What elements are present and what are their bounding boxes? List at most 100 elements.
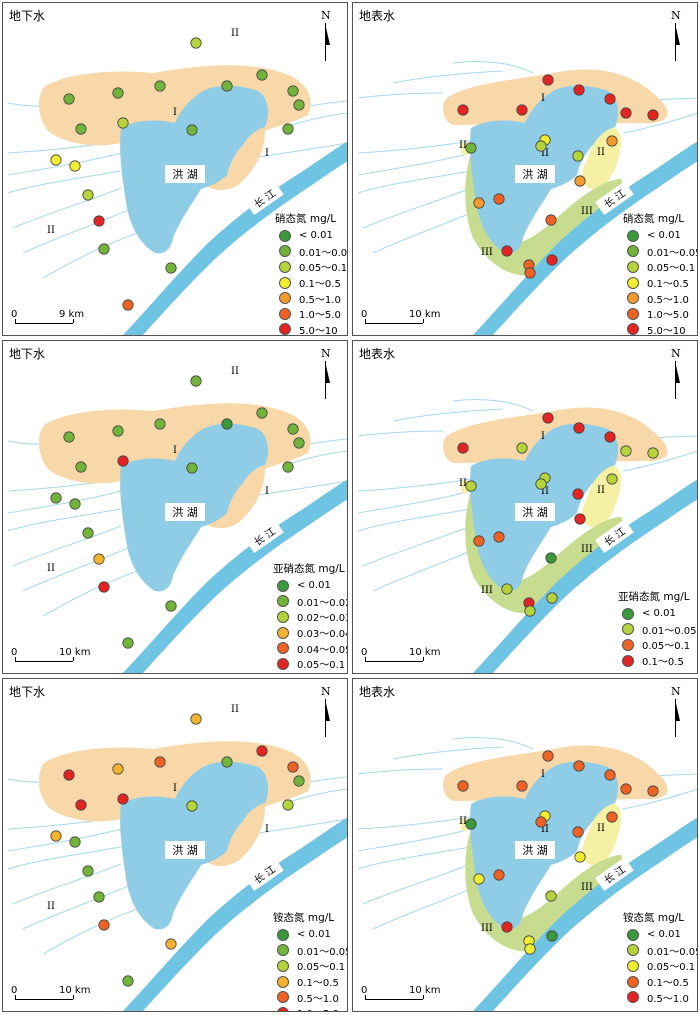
yangtze-river <box>473 817 697 1011</box>
zone-2-label: II <box>459 478 467 489</box>
legend-label: 0.02～0.03 <box>297 613 348 625</box>
stream-line <box>12 863 122 905</box>
legend-label: 0.01～0.05 <box>297 946 348 958</box>
stream-line <box>372 545 484 592</box>
sample-point <box>282 461 294 473</box>
legend-swatch <box>627 323 639 335</box>
legend-label: 0.05～0.1 <box>297 962 346 974</box>
legend-swatch <box>279 292 291 305</box>
sample-point <box>524 267 536 279</box>
sample-point <box>516 104 528 116</box>
legend-label: 0.04～0.05 <box>297 644 348 656</box>
sample-point <box>545 214 557 226</box>
panel-title: 地表水 <box>359 347 396 361</box>
legend-item: 0.5～1.0 <box>275 290 347 306</box>
legend-swatch <box>277 944 289 957</box>
stream-line <box>392 70 504 84</box>
lake-label: 洪 湖 <box>165 503 205 521</box>
legend-swatch <box>277 959 289 972</box>
sample-point <box>82 189 94 201</box>
legend-label: < 0.01 <box>647 230 681 242</box>
scale-bar: 0 10 km <box>11 985 121 1007</box>
legend-item: 0.1～0.5 <box>623 974 697 990</box>
scale-distance-label: 10 km <box>409 309 441 320</box>
zone-1-label: I <box>265 824 269 835</box>
legend: 亚硝态氮 mg/L < 0.01 0.01～0.05 0.05～0.1 0.1～0.5 <box>618 589 697 668</box>
sample-point <box>165 600 177 612</box>
zone-2-label: II <box>47 901 55 912</box>
sample-point <box>465 818 477 830</box>
legend-label: 0.5～1.0 <box>299 294 341 306</box>
sample-point <box>186 124 198 136</box>
legend-swatch <box>627 991 639 1004</box>
legend-item: 0.1～0.5 <box>623 275 697 291</box>
svg-text:洪 湖: 洪 湖 <box>172 167 198 181</box>
sample-point <box>117 793 129 805</box>
sample-point <box>287 423 299 435</box>
legend-swatch <box>622 638 634 651</box>
legend-swatch <box>622 623 634 636</box>
sample-point <box>122 637 134 649</box>
zone-3-label: III <box>581 206 593 217</box>
legend: 铵态氮 mg/L < 0.01 0.01～0.05 0.05～0.1 0.1～0.5 0.… <box>623 910 697 1005</box>
sample-point <box>190 713 202 725</box>
legend-item: 0.01～0.05 <box>275 244 347 260</box>
sample-point <box>165 938 177 950</box>
sample-point <box>63 431 75 443</box>
sample-point <box>535 478 547 490</box>
zone-3-label: III <box>481 247 493 258</box>
legend-item: < 0.01 <box>275 228 347 244</box>
panel-title: 地下水 <box>9 685 46 699</box>
sample-point <box>165 262 177 274</box>
sample-point <box>154 418 166 430</box>
map-panel-gw-nitrate: 洪 湖长 江 II I I II 地下水 N 0 9 km 硝态氮 mg/L < 0.01 0.01～… <box>2 2 348 336</box>
legend-swatch <box>279 229 291 242</box>
legend-swatch <box>627 975 639 988</box>
svg-text:洪 湖: 洪 湖 <box>522 843 548 857</box>
stream-line <box>7 152 122 176</box>
lake-label: 洪 湖 <box>515 503 555 521</box>
yangtze-river <box>473 479 697 673</box>
stream-line <box>357 140 472 154</box>
sample-point <box>620 445 632 457</box>
stream-line <box>12 525 122 567</box>
legend-title: 铵态氮 mg/L <box>273 912 335 924</box>
legend: 亚硝态氮 mg/L < 0.01 0.01～0.02 0.02～0.03 0.03～0.… <box>273 561 348 672</box>
zone-3-label: III <box>481 585 493 596</box>
sample-point <box>63 769 75 781</box>
scale-zero-label: 0 <box>11 647 18 658</box>
legend-item: 0.5～1.0 <box>273 989 347 1005</box>
north-arrow-icon: N <box>319 347 333 401</box>
north-arrow-icon: N <box>319 685 333 739</box>
sample-point <box>69 498 81 510</box>
sample-point <box>542 74 554 86</box>
sample-point <box>186 800 198 812</box>
sample-point <box>574 513 586 525</box>
stream-line <box>7 846 122 870</box>
sample-point <box>572 150 584 162</box>
north-arrow-icon: N <box>669 9 683 63</box>
legend: 硝态氮 mg/L < 0.01 0.01～0.05 0.05～0.1 0.1～0.5 0.… <box>275 211 347 335</box>
legend-label: 0.01～0.02 <box>297 597 348 609</box>
stream-line <box>362 187 472 229</box>
sample-point <box>542 412 554 424</box>
stream-line <box>357 152 472 176</box>
scale-bar: 0 9 km <box>11 309 121 331</box>
sample-point <box>122 975 134 987</box>
zone-1-label: I <box>541 431 545 442</box>
legend-label: < 0.01 <box>297 580 331 592</box>
stream-line <box>7 508 122 532</box>
legend-item: 0.05～0.1 <box>623 958 697 974</box>
legend-label: 0.1～0.5 <box>647 978 689 990</box>
legend-label: 0.05～0.1 <box>297 660 346 672</box>
stream-line <box>22 883 134 930</box>
sample-point <box>82 527 94 539</box>
sample-point <box>604 769 616 781</box>
sample-point <box>112 87 124 99</box>
stream-line <box>7 828 122 852</box>
sample-point <box>535 816 547 828</box>
zone-2-label: II <box>231 366 239 377</box>
stream-line <box>42 906 144 955</box>
